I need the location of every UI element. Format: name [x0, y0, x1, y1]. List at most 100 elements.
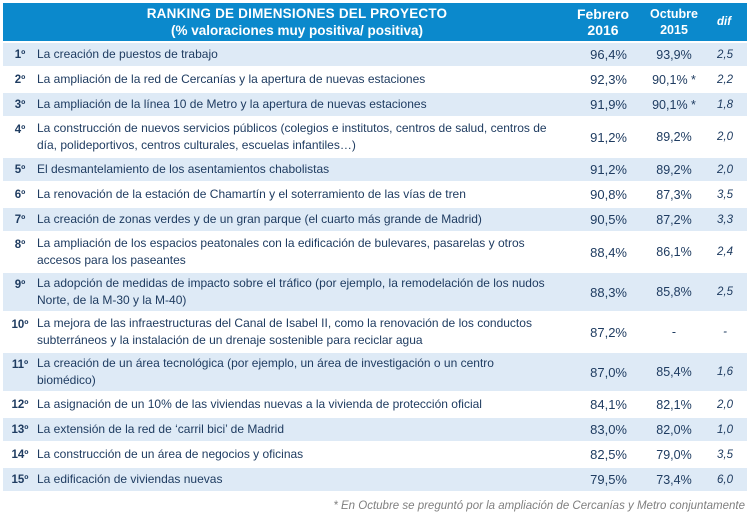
table-row: 3º La ampliación de la línea 10 de Metro… — [3, 93, 747, 118]
febrero-value: 92,3% — [590, 72, 627, 87]
dimension-label: La mejora de las infraestructuras del Ca… — [37, 316, 532, 347]
table-row: 15º La edificación de viviendas nuevas 7… — [3, 468, 747, 493]
octubre-value: 93,9% — [656, 47, 692, 62]
febrero-value: 87,0% — [590, 364, 627, 380]
table-row: 10º La mejora de las infraestructuras de… — [3, 313, 747, 353]
table-row: 7º La creación de zonas verdes y de un g… — [3, 208, 747, 233]
octubre-value: 90,1% * — [652, 72, 696, 87]
febrero-value: 88,3% — [590, 284, 627, 300]
column-header-octubre-line1: Octubre — [650, 7, 698, 21]
dif-value: 2,0 — [717, 398, 733, 411]
octubre-value: 85,4% — [656, 365, 692, 379]
dimension-label: La renovación de la estación de Chamartí… — [37, 187, 466, 201]
ranking-table: RANKING DE DIMENSIONES DEL PROYECTO (% v… — [3, 3, 747, 512]
dif-value: 3,3 — [717, 213, 733, 226]
octubre-value: - — [671, 325, 677, 339]
febrero-value: 91,2% — [590, 162, 627, 177]
dif-value: 1,6 — [717, 366, 733, 378]
febrero-value: 82,5% — [590, 447, 627, 462]
dif-value: 2,0 — [717, 131, 733, 143]
dimension-label: La extensión de la red de ‘carril bici’ … — [37, 422, 285, 436]
dimension-label: La construcción de un área de negocios y… — [37, 447, 304, 461]
dif-value: - — [723, 326, 727, 338]
column-header-febrero-2016: Febrero 2016 — [565, 6, 641, 38]
column-header-octubre-2015: Octubre 2015 — [641, 6, 707, 38]
febrero-value: 88,4% — [590, 244, 627, 260]
rank-cell: 9º — [14, 279, 26, 291]
table-row: 12º La asignación de un 10% de las vivie… — [3, 393, 747, 418]
dimension-label: La ampliación de la red de Cercanías y l… — [37, 72, 426, 86]
rank-cell: 2º — [14, 74, 26, 86]
octubre-value: 87,2% — [656, 212, 692, 227]
table-row: 9º La adopción de medidas de impacto sob… — [3, 273, 747, 313]
dimension-label: La edificación de viviendas nuevas — [37, 472, 223, 486]
table-header: RANKING DE DIMENSIONES DEL PROYECTO (% v… — [3, 3, 747, 41]
dimension-label: La ampliación de la línea 10 de Metro y … — [37, 97, 427, 111]
rank-cell: 12º — [11, 399, 29, 411]
table-body: 1º La creación de puestos de trabajo 96,… — [3, 43, 747, 493]
dimension-label: La ampliación de los espacios peatonales… — [37, 236, 525, 267]
table-title-cell: RANKING DE DIMENSIONES DEL PROYECTO (% v… — [3, 5, 565, 39]
column-header-febrero-line2: 2016 — [587, 22, 619, 38]
febrero-value: 90,5% — [590, 212, 627, 227]
table-row: 1º La creación de puestos de trabajo 96,… — [3, 43, 747, 68]
rank-cell: 4º — [14, 124, 26, 136]
dimension-label: La asignación de un 10% de las viviendas… — [37, 397, 482, 411]
table-row: 14º La construcción de un área de negoci… — [3, 443, 747, 468]
table-row: 5º El desmantelamiento de los asentamien… — [3, 158, 747, 183]
dif-value: 6,0 — [717, 473, 733, 486]
page-subtitle: (% valoraciones muy positiva/ positiva) — [170, 23, 424, 38]
table-row: 4º La construcción de nuevos servicios p… — [3, 118, 747, 158]
column-header-dif: dif — [716, 16, 732, 28]
rank-cell: 13º — [11, 424, 29, 436]
dif-value: 2,2 — [717, 73, 733, 86]
column-header-octubre-line2: 2015 — [660, 23, 688, 37]
dif-value: 3,5 — [717, 188, 733, 201]
octubre-value: 82,0% — [656, 422, 692, 437]
footnote: * En Octubre se preguntó por la ampliaci… — [333, 500, 745, 512]
octubre-value: 79,0% — [656, 447, 692, 462]
page-title: RANKING DE DIMENSIONES DEL PROYECTO — [146, 6, 448, 21]
febrero-value: 87,2% — [590, 324, 627, 340]
dif-value: 2,5 — [717, 48, 733, 61]
rank-cell: 10º — [11, 319, 29, 331]
dimension-label: El desmantelamiento de los asentamientos… — [37, 162, 330, 176]
rank-cell: 8º — [14, 239, 26, 251]
table-row: 11º La creación de un área tecnológica (… — [3, 353, 747, 393]
rank-cell: 7º — [14, 214, 26, 226]
octubre-value: 73,4% — [656, 472, 692, 487]
febrero-value: 79,5% — [590, 472, 627, 487]
dimension-label: La creación de zonas verdes y de un gran… — [37, 212, 482, 226]
column-header-febrero-line1: Febrero — [576, 6, 630, 22]
febrero-value: 96,4% — [590, 47, 627, 62]
rank-cell: 5º — [14, 164, 26, 176]
rank-cell: 11º — [11, 359, 29, 371]
dif-value: 3,5 — [717, 448, 733, 461]
octubre-value: 90,1% * — [652, 97, 696, 112]
dif-value: 2,5 — [717, 286, 733, 298]
octubre-value: 85,8% — [656, 285, 692, 299]
octubre-value: 82,1% — [656, 397, 692, 412]
table-row: 2º La ampliación de la red de Cercanías … — [3, 68, 747, 93]
octubre-value: 86,1% — [656, 245, 692, 259]
rank-cell: 14º — [11, 449, 29, 461]
rank-cell: 15º — [11, 474, 29, 486]
table-row: 13º La extensión de la red de ‘carril bi… — [3, 418, 747, 443]
octubre-value: 89,2% — [656, 130, 692, 144]
dif-value: 2,4 — [717, 246, 733, 258]
dimension-label: La creación de un área tecnológica (por … — [37, 356, 494, 387]
rank-cell: 6º — [14, 189, 26, 201]
dif-value: 2,0 — [717, 163, 733, 176]
table-row: 8º La ampliación de los espacios peatona… — [3, 233, 747, 273]
febrero-value: 90,8% — [590, 187, 627, 202]
rank-cell: 1º — [14, 49, 26, 61]
octubre-value: 87,3% — [656, 187, 692, 202]
rank-cell: 3º — [14, 99, 26, 111]
febrero-value: 91,9% — [590, 97, 627, 112]
febrero-value: 84,1% — [590, 397, 627, 412]
dimension-label: La adopción de medidas de impacto sobre … — [37, 276, 545, 307]
dimension-label: La construcción de nuevos servicios públ… — [37, 121, 547, 152]
febrero-value: 83,0% — [590, 422, 627, 437]
febrero-value: 91,2% — [590, 129, 627, 145]
dif-value: 1,8 — [717, 98, 733, 111]
